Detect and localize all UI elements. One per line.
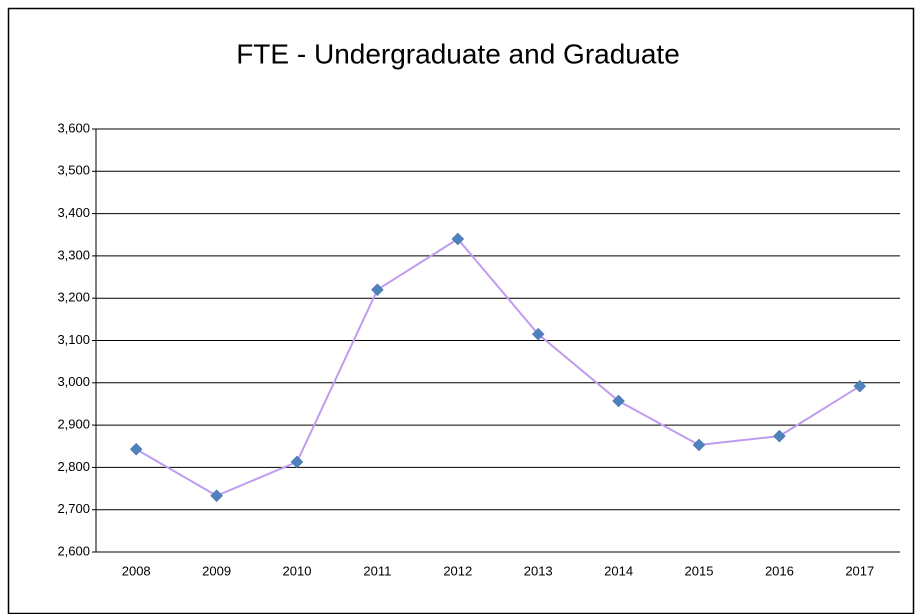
x-tick-label: 2012 <box>443 563 472 578</box>
y-tick-label: 3,300 <box>57 247 90 262</box>
y-tick-label: 2,800 <box>57 459 90 474</box>
series-line <box>135 237 861 497</box>
marker <box>531 327 545 341</box>
y-tick-label: 3,600 <box>57 120 90 135</box>
marker <box>129 442 143 456</box>
y-tick-label: 2,700 <box>57 501 90 516</box>
y-tick-label: 2,900 <box>57 417 90 432</box>
marker <box>773 429 786 443</box>
x-tick-label: 2016 <box>765 563 794 578</box>
x-tick-label: 2009 <box>202 563 231 578</box>
marker <box>371 283 384 297</box>
marker <box>451 232 465 246</box>
x-tick-label: 2013 <box>524 563 553 578</box>
marker <box>853 379 867 393</box>
marker <box>692 438 706 452</box>
y-tick-label: 3,200 <box>57 290 90 305</box>
y-tick-label: 2,600 <box>57 543 90 558</box>
marker <box>290 455 304 469</box>
y-tick-label: 3,100 <box>57 332 90 347</box>
marker <box>612 394 625 408</box>
x-tick-label: 2015 <box>685 563 714 578</box>
x-tick-label: 2011 <box>363 563 391 578</box>
x-tick-label: 2008 <box>122 563 151 578</box>
x-tick-label: 2017 <box>845 563 874 578</box>
chart-title: FTE - Undergraduate and Graduate <box>236 38 680 69</box>
x-tick-label: 2014 <box>604 563 633 578</box>
x-tick-label: 2010 <box>283 563 312 578</box>
marker <box>210 489 223 503</box>
y-tick-label: 3,000 <box>57 374 90 389</box>
y-tick-label: 3,500 <box>57 163 90 178</box>
y-tick-label: 3,400 <box>57 205 90 220</box>
chart-frame <box>7 7 915 614</box>
